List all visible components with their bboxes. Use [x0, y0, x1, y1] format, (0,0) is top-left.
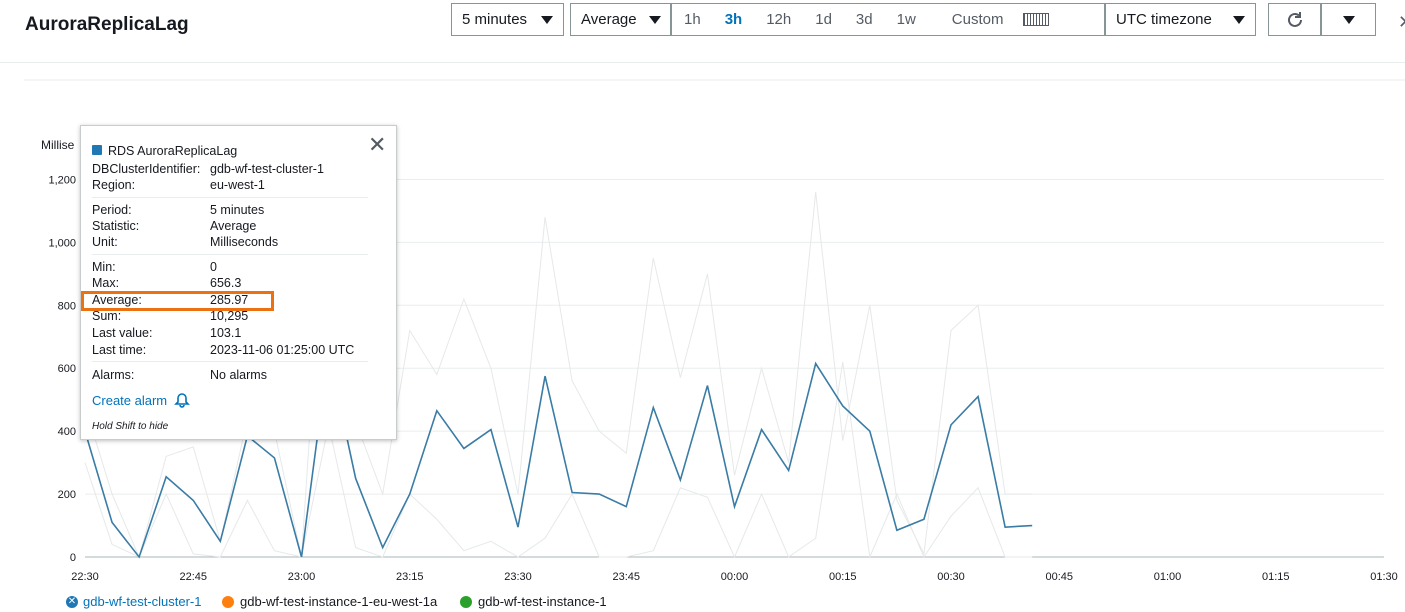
x-tick-label: 01:00	[1154, 571, 1182, 583]
tooltip-row-value: Average	[210, 219, 257, 233]
time-range-selector: 1h 3h 12h 1d 3d 1w Custom	[671, 3, 1105, 36]
tooltip-row-value: Milliseconds	[210, 235, 279, 249]
tooltip-row-value: 2023-11-06 01:25:00 UTC	[210, 343, 355, 357]
range-custom[interactable]: Custom	[928, 11, 1062, 28]
tooltip-row-label: Period:	[92, 203, 132, 217]
tooltip-row-label: Unit:	[92, 235, 118, 249]
x-tick-label: 01:15	[1262, 571, 1290, 583]
tooltip-row-label: Average:	[92, 293, 142, 307]
timezone-label: UTC timezone	[1116, 11, 1212, 28]
x-tick-label: 00:30	[937, 571, 965, 583]
legend-label: gdb-wf-test-instance-1-eu-west-1a	[240, 594, 438, 609]
series-color-dot	[222, 595, 234, 608]
series-selected-icon: ✕	[66, 595, 78, 608]
legend-item-instance[interactable]: gdb-wf-test-instance-1	[460, 594, 607, 609]
series-line-instance[interactable]	[84, 361, 1033, 559]
legend-label: gdb-wf-test-instance-1	[478, 594, 607, 609]
tooltip-row-value: gdb-wf-test-cluster-1	[210, 162, 324, 176]
tooltip-row-label: Sum:	[92, 309, 122, 323]
tooltip-row-label: Last time:	[92, 343, 147, 357]
tooltip-row-value: No alarms	[210, 368, 267, 382]
y-tick-label: 0	[70, 552, 76, 564]
legend-item-instance-eu-west-1a[interactable]: gdb-wf-test-instance-1-eu-west-1a	[222, 594, 437, 609]
period-dropdown[interactable]: 5 minutes	[451, 3, 564, 36]
close-icon[interactable]: ✕	[368, 132, 387, 157]
tooltip-row-value: 0	[210, 260, 217, 274]
caret-down-icon	[648, 15, 661, 24]
page-title: AuroraReplicaLag	[25, 14, 189, 35]
tooltip-divider	[92, 197, 368, 198]
tooltip-row-label: Last value:	[92, 326, 153, 340]
range-1h[interactable]: 1h	[684, 11, 701, 28]
tooltip-hint: Hold Shift to hide	[92, 421, 169, 432]
tooltip-row-label: Max:	[92, 276, 120, 290]
caret-down-icon	[1342, 15, 1355, 24]
tooltip-row-label: DBClusterIdentifier:	[92, 162, 201, 176]
refresh-button[interactable]	[1268, 3, 1321, 36]
custom-label: Custom	[951, 11, 1004, 28]
x-tick-label: 22:30	[71, 571, 99, 583]
tooltip-row-label: Statistic:	[92, 219, 140, 233]
caret-down-icon	[1233, 15, 1245, 24]
range-1w[interactable]: 1w	[896, 11, 916, 28]
tooltip-row-value: 5 minutes	[210, 203, 265, 217]
range-3h[interactable]: 3h	[724, 11, 743, 28]
x-tick-label: 00:45	[1045, 571, 1073, 583]
tooltip-row-value: 103.1	[210, 326, 242, 340]
y-tick-label: 800	[58, 300, 76, 312]
tooltip-row-label: Min:	[92, 260, 116, 274]
timezone-dropdown[interactable]: UTC timezone	[1105, 3, 1256, 36]
refresh-options-dropdown[interactable]	[1321, 3, 1376, 36]
range-3d[interactable]: 3d	[855, 11, 873, 28]
header-divider	[0, 62, 1405, 63]
y-axis-label: Millise	[41, 138, 75, 152]
x-tick-label: 23:00	[288, 571, 316, 583]
tooltip-row-value: 656.3	[210, 276, 242, 290]
x-tick-label: 00:15	[829, 571, 857, 583]
x-tick-label: 23:45	[612, 571, 640, 583]
y-tick-label: 200	[58, 489, 76, 501]
tooltip-row-value: 10,295	[210, 309, 249, 323]
statistic-label: Average	[581, 11, 637, 28]
series-color-swatch	[92, 145, 102, 155]
series-color-dot	[460, 595, 472, 608]
legend-item-cluster[interactable]: ✕ gdb-wf-test-cluster-1	[66, 594, 201, 609]
x-tick-label: 23:15	[396, 571, 424, 583]
tooltip-divider	[92, 361, 368, 362]
series-line-cluster[interactable]	[84, 352, 1033, 559]
tooltip-metric-label: RDS AuroraReplicaLag	[108, 144, 238, 158]
x-tick-label: 22:45	[179, 571, 207, 583]
x-tick-label: 00:00	[721, 571, 749, 583]
create-alarm-link[interactable]: Create alarm	[92, 392, 190, 408]
range-1d[interactable]: 1d	[815, 11, 832, 28]
legend-label: gdb-wf-test-cluster-1	[83, 594, 202, 609]
x-tick-label: 23:30	[504, 571, 532, 583]
calendar-icon	[1023, 13, 1050, 26]
tooltip-row-label: Alarms:	[92, 368, 135, 382]
tooltip-row-label: Region:	[92, 178, 136, 192]
y-tick-label: 600	[58, 363, 76, 375]
x-tick-label: 01:30	[1370, 571, 1398, 583]
close-icon[interactable]: ✕	[1398, 12, 1405, 33]
tooltip-row-value: 285.97	[210, 293, 249, 307]
refresh-icon	[1287, 11, 1302, 27]
y-tick-label: 1,200	[48, 174, 76, 186]
y-tick-label: 1,000	[48, 237, 76, 249]
average-highlight-box	[81, 291, 274, 311]
bell-icon	[173, 393, 190, 408]
range-12h[interactable]: 12h	[766, 11, 792, 28]
tooltip-metric: RDS AuroraReplicaLag	[92, 144, 237, 158]
caret-down-icon	[541, 15, 553, 24]
datapoint-tooltip: RDS AuroraReplicaLag ✕ DBClusterIdentifi…	[80, 125, 397, 440]
y-tick-label: 400	[58, 426, 76, 438]
period-label: 5 minutes	[462, 11, 528, 28]
tooltip-row-value: eu-west-1	[210, 178, 265, 192]
create-alarm-label: Create alarm	[92, 393, 168, 408]
statistic-dropdown[interactable]: Average	[570, 3, 671, 36]
tooltip-divider	[92, 254, 368, 255]
